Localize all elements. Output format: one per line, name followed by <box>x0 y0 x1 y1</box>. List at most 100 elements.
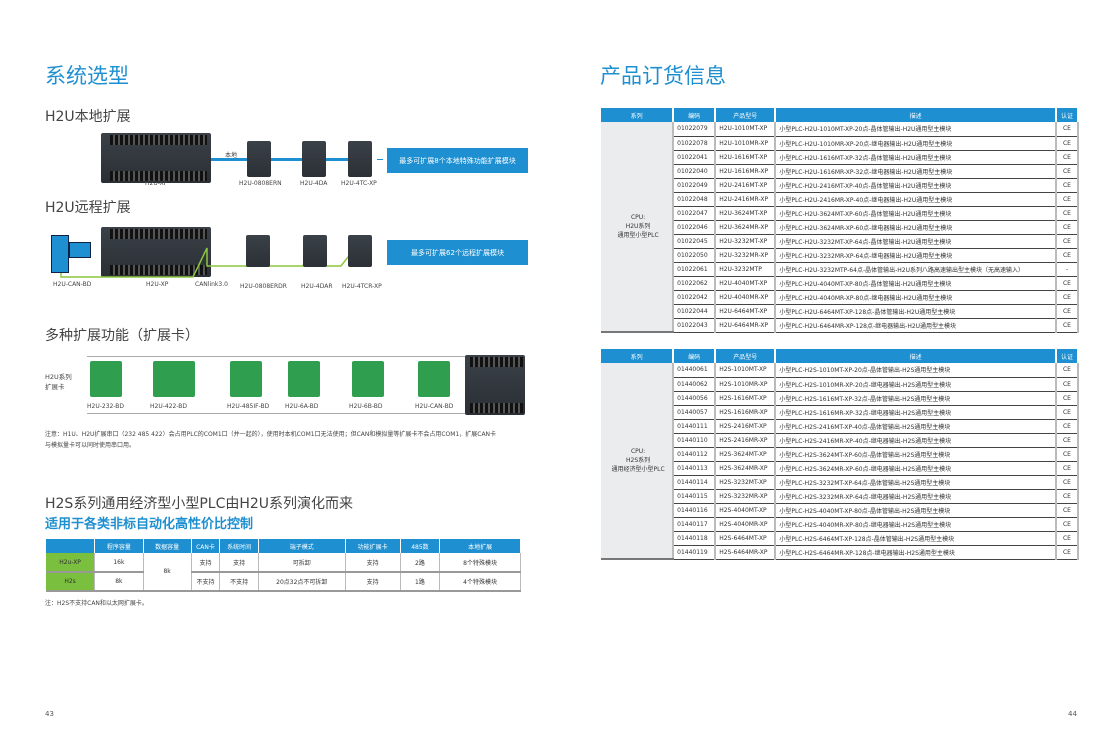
code-cell: 01022048 <box>673 192 717 207</box>
card-label: H2U-CAN-BD <box>415 403 454 410</box>
model-cell: H2U-4040MR-XP <box>715 290 777 305</box>
cert-cell: CE <box>1055 220 1080 235</box>
table-cell: 8k <box>143 553 192 592</box>
header-row: 系列 编码 产品型号 描述 认证 <box>601 349 1080 363</box>
description-cell: 小型PLC-H2U-3232MR-XP-64点-继电器输出-H2U通用型主模块 <box>775 248 1057 263</box>
cert-cell: CE <box>1055 318 1080 333</box>
code-cell: 01440115 <box>673 489 717 504</box>
code-cell: 01440117 <box>673 517 717 532</box>
table-cell: H2s <box>46 572 96 592</box>
model-cell: H2U-1616MR-XP <box>715 164 777 179</box>
can-card-image <box>51 235 69 273</box>
column-header: 485数 <box>400 539 441 553</box>
cert-cell: CE <box>1055 433 1080 448</box>
cert-cell: CE <box>1055 545 1080 560</box>
note-line: 与模拟量卡可以同时使用串口用。 <box>45 442 136 449</box>
cert-cell: CE <box>1055 517 1080 532</box>
table-row: 01022045 H2U-3232MT-XP 小型PLC-H2U-3232MT-XP… <box>601 234 1080 249</box>
card-label: H2U-232-BD <box>87 403 125 410</box>
description-cell: 小型PLC-H2S-6464MR-XP-128点-继电器输出-H2S通用型主模块 <box>775 545 1057 560</box>
model-cell: H2U-1010MT-XP <box>715 122 777 137</box>
column-header: 端子模式 <box>258 539 346 553</box>
table-row: 01440112 H2S-3624MT-XP 小型PLC-H2S-3624MT-XP… <box>601 447 1080 462</box>
description-cell: 小型PLC-H2U-3232MT-XP-64点-晶体管输出-H2U通用型主模块 <box>775 234 1057 249</box>
remote-heading: H2U远程扩展 <box>45 200 131 216</box>
table-cell: 4个特殊模块 <box>439 572 521 592</box>
model-cell: H2S-3624MR-XP <box>715 461 777 476</box>
can-card-image <box>69 242 91 258</box>
model-cell: H2S-3232MR-XP <box>715 489 777 504</box>
series-cell: CPU: H2U系列 通用型小型PLC <box>601 122 675 333</box>
local-heading: H2U本地扩展 <box>45 109 131 125</box>
series-cell: CPU: H2S系列 通用经济型小型PLC <box>601 363 675 560</box>
column-header: 程序容量 <box>94 539 144 553</box>
device-label: H2U-0808ERN <box>239 180 282 187</box>
card-image <box>418 361 450 397</box>
table-row: 01440111 H2S-2416MT-XP 小型PLC-H2S-2416MT-XP… <box>601 419 1080 434</box>
description-cell: 小型PLC-H2U-4040MT-XP-80点-晶体管输出-H2U通用型主模块 <box>775 276 1057 291</box>
code-cell: 01440110 <box>673 433 717 448</box>
description-cell: 小型PLC-H2U-3624MT-XP-60点-晶体管输出-H2U通用型主模块 <box>775 206 1057 221</box>
column-header: 系列 <box>601 349 675 363</box>
code-cell: 01022045 <box>673 234 717 249</box>
description-cell: 小型PLC-H2U-2416MT-XP-40点-晶体管输出-H2U通用型主模块 <box>775 178 1057 193</box>
column-header: 系列 <box>601 108 675 122</box>
cert-cell: CE <box>1055 150 1080 165</box>
description-cell: 小型PLC-H2U-6464MR-XP-128点-继电器输出-H2U通用型主模块 <box>775 318 1057 333</box>
table-row: 01022046 H2U-3624MR-XP 小型PLC-H2U-3624MR-XP… <box>601 220 1080 235</box>
table-row: 01440116 H2S-4040MT-XP 小型PLC-H2S-4040MT-XP… <box>601 503 1080 518</box>
table-cell: 8个特殊模块 <box>439 553 521 573</box>
cert-cell: CE <box>1055 503 1080 518</box>
description-cell: 小型PLC-H2S-4040MT-XP-80点-晶体管输出-H2S通用型主模块 <box>775 503 1057 518</box>
table-cell: 1路 <box>400 572 441 592</box>
column-header: 产品型号 <box>715 349 777 363</box>
description-cell: 小型PLC-H2S-1616MR-XP-32点-继电器输出-H2S通用型主模块 <box>775 405 1057 420</box>
card-label: H2U-422-BD <box>150 403 188 410</box>
code-cell: 01022042 <box>673 290 717 305</box>
code-cell: 01022062 <box>673 276 717 291</box>
table-row: 01440115 H2S-3232MR-XP 小型PLC-H2S-3232MR-XP… <box>601 489 1080 504</box>
description-cell: 小型PLC-H2U-2416MR-XP-40点-继电器输出-H2U通用型主模块 <box>775 192 1057 207</box>
page-number-left: 43 <box>45 710 54 718</box>
plc-with-card-image <box>465 355 525 415</box>
table-row: 01022047 H2U-3624MT-XP 小型PLC-H2U-3624MT-XP… <box>601 206 1080 221</box>
local-link <box>377 159 383 160</box>
cert-cell: CE <box>1055 234 1080 249</box>
cert-cell: - <box>1055 262 1080 277</box>
divider <box>87 356 467 357</box>
model-cell: H2U-4040MT-XP <box>715 276 777 291</box>
cert-cell: CE <box>1055 461 1080 476</box>
table-row: CPU: H2S系列 通用经济型小型PLC 01440061 H2S-1010MT-XP… <box>601 363 1080 560</box>
cert-cell: CE <box>1055 164 1080 179</box>
local-link <box>326 158 348 161</box>
code-cell: 01022040 <box>673 164 717 179</box>
code-cell: 01440116 <box>673 503 717 518</box>
table-row: 01022044 H2U-6464MT-XP 小型PLC-H2U-6464MT-XP… <box>601 304 1080 319</box>
model-cell: H2U-1010MR-XP <box>715 136 777 151</box>
model-cell: H2U-6464MT-XP <box>715 304 777 319</box>
model-cell: H2U-3232MTP <box>715 262 777 277</box>
card-image <box>230 361 262 397</box>
cert-cell: CE <box>1055 248 1080 263</box>
table-row: 01022049 H2U-2416MT-XP 小型PLC-H2U-2416MT-XP… <box>601 178 1080 193</box>
cert-cell: CE <box>1055 276 1080 291</box>
code-cell: 01440057 <box>673 405 717 420</box>
description-cell: 小型PLC-H2U-6464MT-XP-128点-晶体管输出-H2U通用型主模块 <box>775 304 1057 319</box>
cert-cell: CE <box>1055 290 1080 305</box>
description-cell: 小型PLC-H2U-3624MR-XP-60点-继电器输出-H2U通用型主模块 <box>775 220 1057 235</box>
module-image <box>348 235 372 267</box>
card-image <box>288 361 320 397</box>
table-row: 01022050 H2U-3232MR-XP 小型PLC-H2U-3232MR-XP… <box>601 248 1080 263</box>
code-cell: 01440118 <box>673 531 717 546</box>
side-label-line: H2U系列 <box>45 373 72 381</box>
device-label: H2U-0808ERDR <box>240 283 287 290</box>
card-image <box>153 361 195 397</box>
model-cell: H2U-3624MR-XP <box>715 220 777 235</box>
divider <box>87 413 467 414</box>
table-row: 01440114 H2S-3232MT-XP 小型PLC-H2S-3232MT-XP… <box>601 475 1080 490</box>
device-label: H2U-4TCR-XP <box>342 283 382 290</box>
model-cell: H2U-6464MR-XP <box>715 318 777 333</box>
column-header: 本地扩展 <box>439 539 521 553</box>
card-label: H2U-6A-BD <box>285 403 319 410</box>
table-row: 01022062 H2U-4040MT-XP 小型PLC-H2U-4040MT-XP… <box>601 276 1080 291</box>
